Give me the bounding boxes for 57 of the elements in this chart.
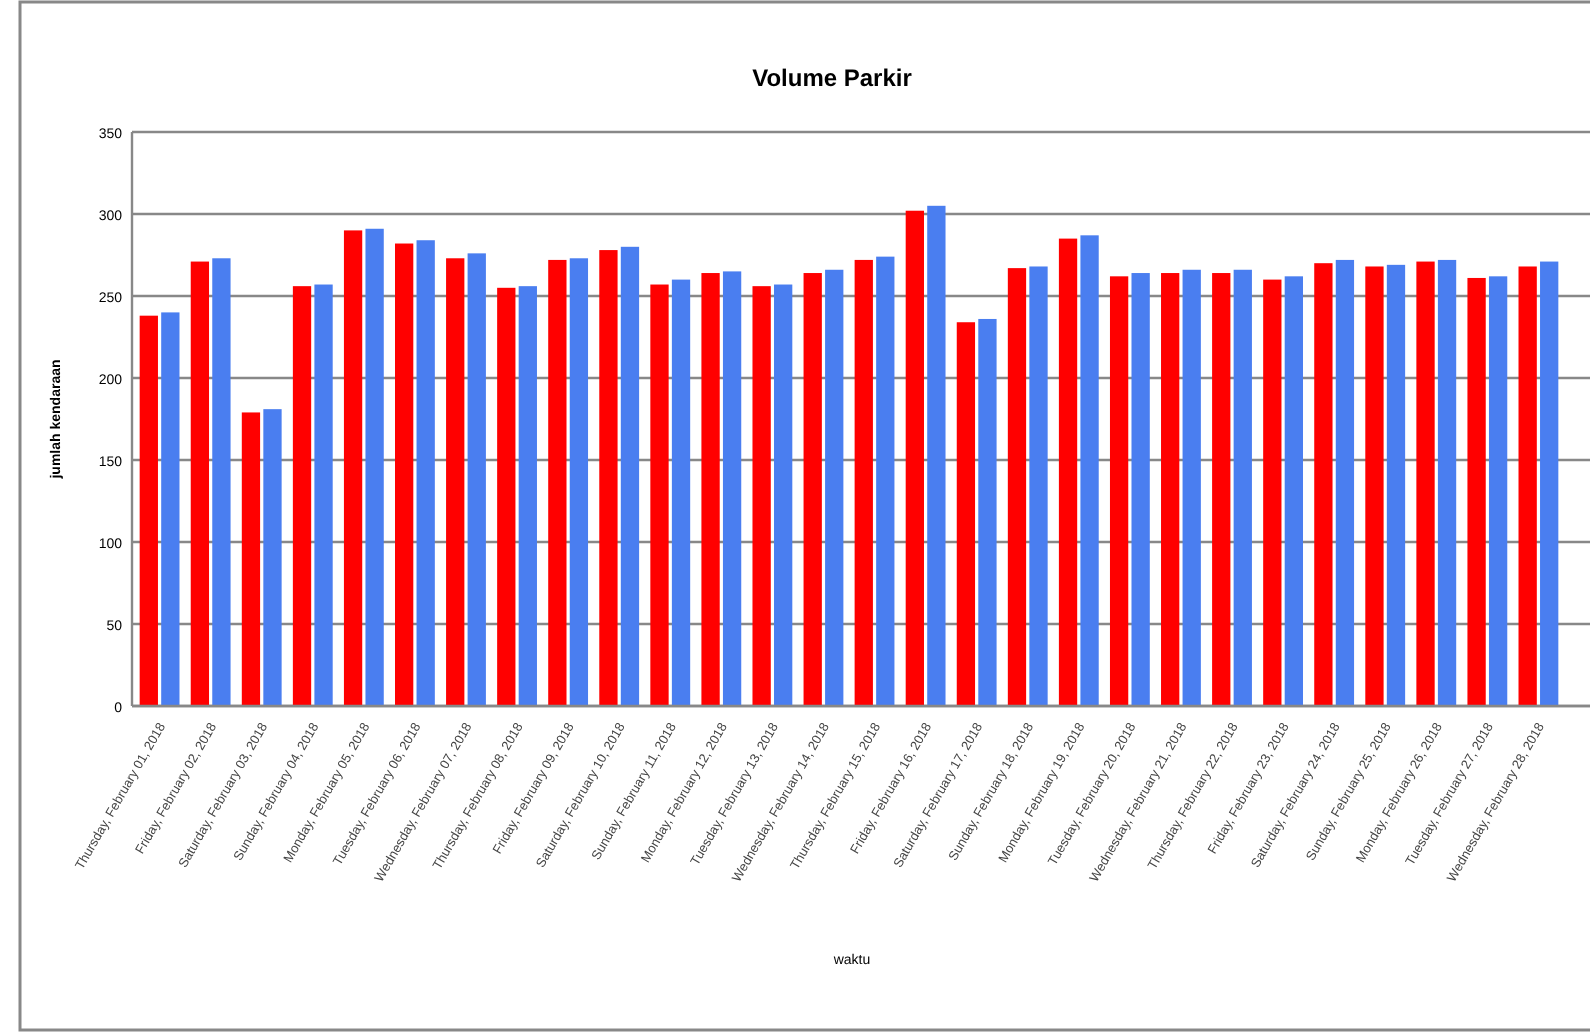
bar (650, 284, 669, 706)
bar (518, 286, 537, 706)
bar (1212, 273, 1231, 706)
bar (467, 253, 486, 706)
bar (752, 286, 771, 706)
chart-title: Volume Parkir (752, 64, 913, 92)
bar (365, 228, 384, 706)
bar (1029, 266, 1048, 706)
bar (548, 259, 567, 706)
bar (620, 246, 640, 706)
bar (1263, 279, 1282, 706)
bar (701, 273, 720, 706)
bar (292, 286, 312, 706)
bar (1540, 261, 1559, 706)
bar (190, 261, 210, 706)
bar (139, 315, 158, 706)
bar (497, 287, 516, 706)
bar (722, 271, 742, 706)
bar (803, 273, 822, 706)
bar (569, 258, 589, 706)
bar (1416, 261, 1435, 706)
bar (1437, 259, 1457, 706)
bar (1335, 259, 1355, 706)
bar (1080, 235, 1099, 706)
bar (854, 259, 873, 706)
bar (1488, 276, 1508, 706)
bar (395, 243, 414, 706)
bar (825, 269, 844, 706)
bar (263, 409, 282, 706)
bar (1182, 269, 1201, 706)
bar (1007, 268, 1027, 706)
bar (1058, 238, 1078, 706)
bar (1284, 276, 1303, 706)
bar (1386, 264, 1406, 706)
bar (1314, 263, 1333, 706)
bar (314, 284, 333, 706)
bar (905, 210, 924, 706)
bar (1365, 266, 1384, 706)
bar (876, 256, 895, 706)
bar (978, 318, 997, 706)
bar (241, 412, 261, 706)
bar (1131, 273, 1150, 706)
bar (161, 312, 180, 706)
bar (212, 258, 231, 706)
bar (446, 258, 465, 706)
bar (1518, 266, 1537, 706)
bar (671, 279, 691, 706)
bar (956, 322, 976, 706)
bar (1161, 273, 1180, 706)
bar (416, 240, 435, 706)
bar (599, 250, 618, 706)
bar (1233, 269, 1252, 706)
bar (343, 230, 363, 706)
bar (1109, 276, 1129, 706)
bar (774, 284, 793, 706)
bar (1467, 277, 1486, 706)
bar (927, 205, 946, 706)
